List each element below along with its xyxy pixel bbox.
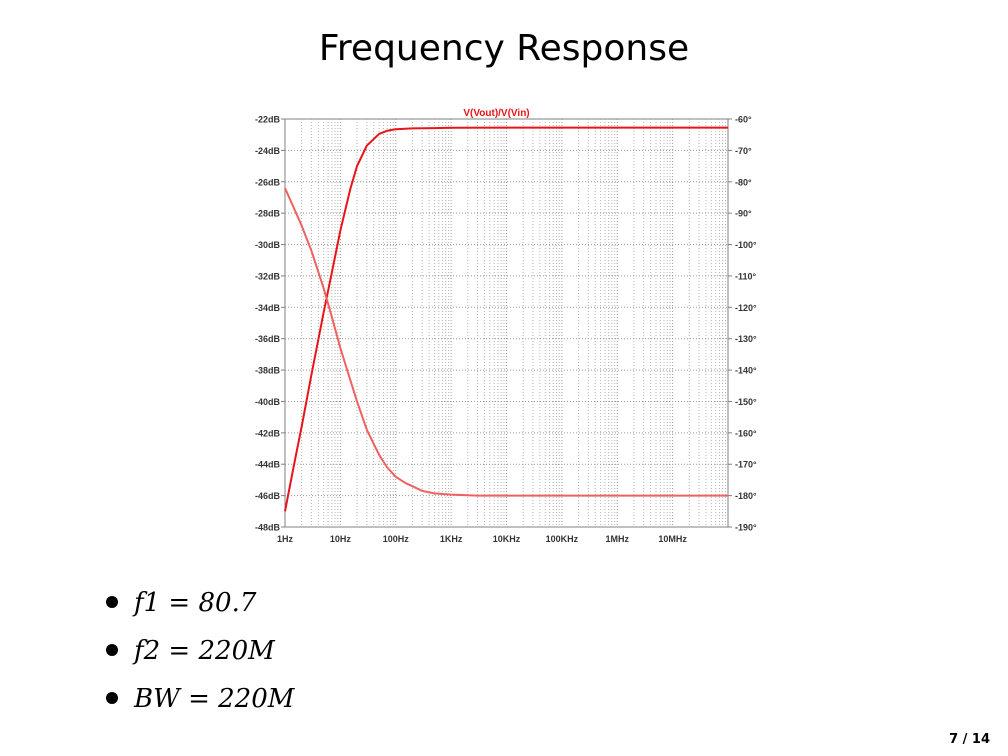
y-right-tick-label: -60° [735,115,752,125]
y-left-tick-label: -48dB [255,523,281,533]
y-left-tick-label: -36dB [255,334,281,344]
y-right-tick-label: -140° [735,366,757,376]
y-right-tick-label: -150° [735,397,757,407]
result-list: f1 = 80.7 f2 = 220M BW = 220M [104,582,294,726]
bullet-dot-icon [106,644,118,656]
x-tick-label: 100KHz [546,534,579,544]
x-tick-label: 10MHz [658,534,687,544]
bullet-bw: BW = 220M [104,678,294,726]
x-tick-label: 1KHz [440,534,463,544]
x-tick-label: 10Hz [330,534,352,544]
y-right-tick-label: -110° [735,271,757,281]
y-right-tick-label: -80° [735,177,752,187]
trace-title: V(Vout)/V(Vin) [463,108,529,119]
x-tick-label: 1MHz [605,534,629,544]
bullet-dot-icon [106,596,118,608]
y-right-tick-label: -100° [735,240,757,250]
y-left-tick-label: -30dB [255,240,281,250]
slide-title: Frequency Response [318,28,690,69]
y-left-tick-label: -44dB [255,460,281,470]
y-left-tick-label: -26dB [255,177,281,187]
y-left-tick-label: -22dB [255,115,281,125]
y-right-tick-label: -90° [735,209,752,219]
y-left-tick-label: -40dB [255,397,281,407]
bullet-f1-text: f1 = 80.7 [134,588,257,618]
x-tick-label: 1Hz [277,534,294,544]
y-left-tick-label: -38dB [255,366,281,376]
y-right-tick-label: -120° [735,303,757,313]
bullet-bw-text: BW = 220M [134,684,295,714]
bullet-f2: f2 = 220M [104,630,294,678]
x-tick-label: 10KHz [493,534,521,544]
y-right-tick-label: -70° [735,146,752,156]
bullet-dot-icon [106,692,118,704]
y-right-tick-label: -180° [735,491,757,501]
x-tick-label: 100Hz [383,534,410,544]
y-right-tick-label: -160° [735,428,757,438]
y-left-tick-label: -34dB [255,303,281,313]
bullet-f1: f1 = 80.7 [104,582,294,630]
y-left-tick-label: -42dB [255,428,281,438]
y-right-tick-label: -190° [735,523,757,533]
y-left-tick-label: -28dB [255,209,281,219]
y-left-tick-label: -32dB [255,271,281,281]
y-left-tick-label: -46dB [255,491,281,501]
y-right-tick-label: -170° [735,460,757,470]
magnitude-curve [284,126,728,512]
phase-curve [284,187,728,497]
page-number: 7 / 14 [949,732,990,747]
y-left-tick-label: -24dB [255,146,281,156]
y-right-tick-label: -130° [735,334,757,344]
bullet-f2-text: f2 = 220M [134,636,275,666]
